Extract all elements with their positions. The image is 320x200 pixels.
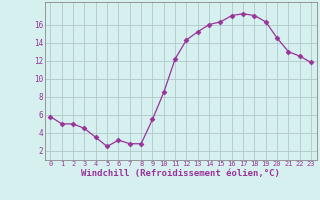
X-axis label: Windchill (Refroidissement éolien,°C): Windchill (Refroidissement éolien,°C) — [81, 169, 280, 178]
